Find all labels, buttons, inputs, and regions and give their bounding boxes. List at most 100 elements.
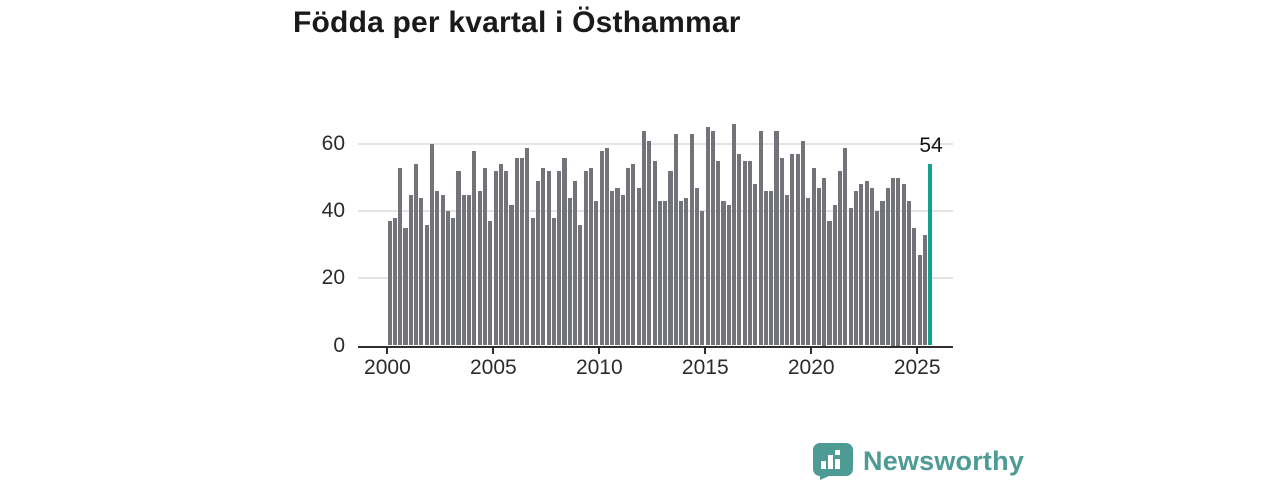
quarter-bar xyxy=(546,171,551,346)
x-axis-label: 2010 xyxy=(575,356,623,379)
quarter-bar xyxy=(525,147,530,346)
quarter-bar xyxy=(906,201,912,346)
quarter-bar xyxy=(520,157,525,346)
quarter-bar xyxy=(694,187,700,346)
quarter-bar xyxy=(414,164,419,346)
quarter-bar xyxy=(806,197,811,346)
quarter-bar xyxy=(891,177,896,346)
quarter-bar xyxy=(440,194,445,346)
x-axis-tick xyxy=(492,348,495,354)
x-axis-label: 2015 xyxy=(681,356,729,379)
quarter-bar xyxy=(922,234,927,346)
quarter-bar xyxy=(429,144,435,346)
quarter-bar xyxy=(785,194,790,346)
y-axis-label: 60 xyxy=(321,132,345,156)
quarter-bar xyxy=(488,221,493,346)
quarter-bar xyxy=(482,167,488,346)
quarter-bar xyxy=(716,160,721,346)
quarter-bar xyxy=(737,154,742,346)
quarter-bar xyxy=(901,184,906,346)
quarter-bar xyxy=(387,221,392,346)
quarter-bar xyxy=(732,124,737,346)
quarter-bar xyxy=(832,204,837,346)
quarter-bar xyxy=(838,171,843,346)
quarter-bar xyxy=(859,184,864,346)
quarter-bar xyxy=(663,201,668,346)
latest-value-label: 54 xyxy=(919,134,943,157)
quarter-bar xyxy=(816,187,821,346)
newsworthy-logo: Newsworthy xyxy=(813,443,1024,480)
quarter-bar xyxy=(392,218,397,346)
y-axis-label: 20 xyxy=(321,266,345,290)
quarter-bar xyxy=(742,160,747,346)
quarter-bar xyxy=(758,130,763,346)
newsworthy-logo-text: Newsworthy xyxy=(863,446,1025,476)
quarter-bar xyxy=(636,187,641,346)
quarter-bar xyxy=(504,171,509,346)
quarter-bar xyxy=(753,184,758,346)
quarter-bar xyxy=(551,218,556,346)
quarter-bar xyxy=(843,147,848,346)
quarter-bar xyxy=(599,150,604,346)
quarter-bar xyxy=(451,218,456,346)
quarter-bar xyxy=(567,197,572,346)
quarter-bar xyxy=(493,171,498,346)
quarter-bar xyxy=(795,154,800,346)
quarter-bar xyxy=(461,194,466,346)
quarter-bar xyxy=(657,201,662,346)
quarter-bar xyxy=(673,134,678,346)
quarter-bar xyxy=(668,171,673,346)
quarter-bar xyxy=(419,197,424,346)
x-axis-tick xyxy=(386,348,389,354)
x-axis-label: 2005 xyxy=(470,356,517,379)
y-axis-label: 0 xyxy=(333,333,345,357)
quarter-bar xyxy=(456,171,461,346)
quarter-bar xyxy=(615,187,620,346)
quarter-bar xyxy=(467,194,472,346)
quarter-bar xyxy=(530,218,535,346)
quarter-bar xyxy=(541,167,546,346)
gridline-60 xyxy=(358,143,953,146)
quarter-bar xyxy=(705,127,710,346)
quarter-bar xyxy=(726,204,731,346)
quarter-bar xyxy=(896,177,901,346)
quarter-bar xyxy=(710,130,715,346)
quarter-bar xyxy=(811,167,816,346)
quarter-bar xyxy=(424,224,429,346)
quarter-bar xyxy=(875,211,880,346)
quarter-bar xyxy=(604,147,609,346)
quarter-bar xyxy=(679,201,684,346)
x-axis-tick xyxy=(598,348,601,354)
quarter-bar xyxy=(853,191,859,346)
quarter-bar xyxy=(864,181,869,346)
quarter-bar xyxy=(700,211,705,346)
quarter-bar xyxy=(557,171,562,346)
quarter-bar xyxy=(763,191,768,346)
quarter-bar xyxy=(578,224,583,346)
x-axis-label: 2025 xyxy=(893,356,941,379)
x-axis-line xyxy=(358,345,953,348)
quarter-bar xyxy=(747,160,753,346)
quarter-bar xyxy=(498,164,503,346)
quarter-bar xyxy=(689,134,694,346)
quarter-bar xyxy=(822,177,827,346)
quarter-bar xyxy=(403,228,408,346)
quarter-bar xyxy=(848,207,853,346)
quarter-bar xyxy=(790,154,795,346)
quarter-bar xyxy=(647,140,652,346)
newsworthy-bar-chart-icon xyxy=(813,443,853,480)
quarter-bar xyxy=(885,187,890,346)
quarter-bar xyxy=(880,201,885,346)
quarter-bar xyxy=(509,204,514,346)
quarter-bar xyxy=(620,194,625,346)
quarter-bar xyxy=(912,228,917,346)
quarter-bar xyxy=(398,167,403,346)
chart-title: Födda per kvartal i Östhammar xyxy=(293,6,741,39)
quarter-bar xyxy=(917,254,922,346)
quarter-bar xyxy=(408,194,413,346)
x-axis-label: 2000 xyxy=(364,356,411,379)
quarter-bar xyxy=(573,181,578,346)
quarter-bar xyxy=(774,130,779,346)
quarter-bar xyxy=(472,150,477,346)
